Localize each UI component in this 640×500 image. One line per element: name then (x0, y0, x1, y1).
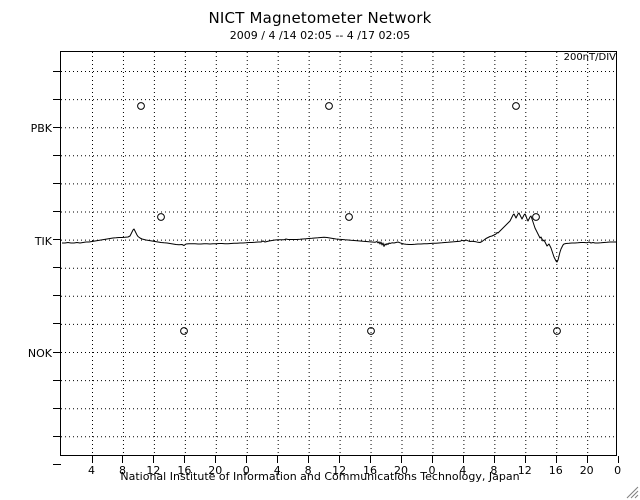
x-axis-tick (431, 456, 433, 463)
x-axis-label: 0 (428, 464, 436, 477)
x-axis-tick (401, 456, 402, 463)
x-axis-label: 0 (614, 464, 622, 477)
station-label-tik: TIK (0, 235, 52, 248)
marker-nok (553, 327, 561, 335)
station-label-nok: NOK (0, 347, 52, 360)
plot-area (61, 52, 616, 455)
marker-pbk (512, 102, 520, 110)
y-axis-tick (53, 323, 61, 325)
footer-credit: National Institute of Information and Co… (120, 470, 520, 483)
y-axis-tick (53, 239, 61, 241)
station-label-text: NOK (27, 347, 52, 360)
y-axis-tick (53, 463, 61, 465)
x-axis-tick (493, 456, 495, 463)
y-axis-tick (53, 126, 61, 128)
x-axis-tick (370, 456, 372, 463)
y-axis-tick (53, 70, 61, 72)
y-axis-tick (53, 379, 61, 381)
marker-nok (180, 327, 188, 335)
x-axis-tick (91, 456, 93, 463)
y-axis-tick (53, 211, 61, 212)
x-axis-label: 8 (490, 464, 498, 477)
plot-frame (60, 51, 617, 456)
x-axis-tick (524, 456, 526, 463)
x-axis-label: 4 (273, 464, 281, 477)
trace-tik (62, 212, 616, 263)
x-axis-label: 4 (88, 464, 95, 477)
x-axis-tick (462, 456, 464, 463)
x-axis-label: 20 (394, 464, 408, 477)
magnetometer-trace (62, 212, 616, 263)
y-axis-tick (53, 435, 61, 437)
station-markers (137, 102, 561, 335)
x-axis-tick (215, 456, 217, 463)
x-axis-tick (586, 456, 588, 463)
y-axis-tick (53, 407, 61, 409)
station-label-pbk: PBK (0, 122, 52, 135)
y-axis-tick (53, 267, 61, 269)
x-axis-label: 12 (517, 464, 532, 477)
station-label-text: TIK (34, 235, 52, 248)
y-axis-tick (53, 351, 61, 353)
x-axis-label: 12 (332, 464, 347, 477)
x-axis-tick (184, 456, 186, 463)
page-subtitle: 2009 / 4 /14 02:05 -- 4 /17 02:05 (229, 29, 411, 42)
y-axis-tick (53, 154, 61, 156)
grid-lines (61, 52, 616, 455)
x-axis-tick (153, 456, 155, 463)
scale-annotation: 200nT/DIV (563, 52, 616, 63)
marker-pbk (137, 102, 145, 110)
x-axis-label: 16 (177, 464, 192, 477)
y-axis-tick (53, 182, 61, 184)
x-axis-tick (277, 456, 279, 463)
station-label-text: PBK (30, 122, 52, 135)
x-axis-tick (555, 456, 557, 463)
x-axis-tick (246, 456, 248, 463)
x-axis-tick (308, 456, 310, 463)
x-axis-tick (122, 456, 124, 463)
marker-nok (367, 327, 375, 335)
x-axis-label: 4 (459, 464, 467, 477)
y-axis-tick (53, 295, 61, 297)
x-axis-label: 16 (363, 464, 378, 477)
x-axis-label: 16 (548, 464, 563, 477)
marker-tik (532, 213, 540, 221)
x-axis-tick (339, 456, 341, 463)
page-title: NICT Magnetometer Network (208, 9, 432, 27)
marker-tik (345, 213, 353, 221)
x-axis-label: 20 (579, 464, 594, 477)
resize-grip-icon[interactable] (624, 484, 639, 499)
x-axis-label: 8 (304, 464, 312, 477)
marker-tik (157, 213, 165, 221)
x-axis-label: 8 (118, 464, 126, 477)
x-axis-tick (617, 456, 619, 463)
x-axis-label: 12 (146, 464, 161, 477)
x-axis-label: 0 (242, 464, 250, 477)
x-axis-label: 20 (208, 464, 223, 477)
y-axis-tick (53, 98, 61, 100)
marker-pbk (325, 102, 333, 110)
